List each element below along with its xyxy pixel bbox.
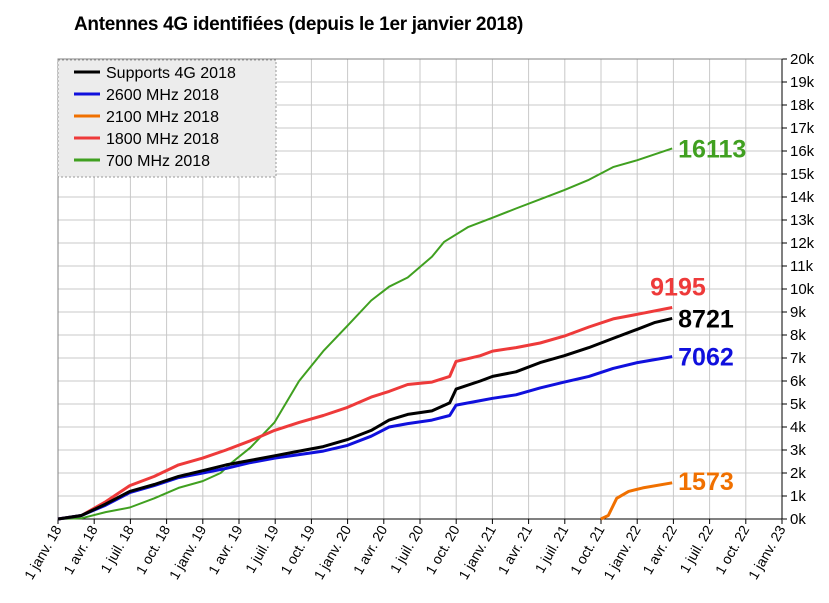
y-tick-label: 6k — [790, 373, 806, 390]
end-label-2: 1573 — [678, 468, 734, 496]
y-tick-label: 17k — [790, 120, 815, 137]
series-line-2 — [600, 481, 673, 521]
y-tick-label: 0k — [790, 511, 806, 528]
series-line-0 — [57, 316, 673, 521]
x-tick-label: 1 oct. 21 — [567, 522, 608, 577]
end-label-4: 16113 — [678, 135, 746, 163]
x-tick-label: 1 avr. 22 — [639, 522, 680, 577]
series-line-3 — [57, 306, 673, 521]
x-tick-label: 1 janv. 18 — [21, 522, 65, 582]
legend-label: Supports 4G 2018 — [106, 65, 236, 82]
end-labels: 16113 9195 7062 8721 1573 — [650, 135, 746, 495]
y-tick-label: 18k — [790, 97, 815, 114]
x-tick-label: 1 juil. 22 — [676, 522, 716, 575]
y-tick-label: 4k — [790, 419, 806, 436]
y-tick-label: 20k — [790, 51, 815, 68]
chart-title: Antennes 4G identifiées (depuis le 1er j… — [74, 14, 524, 35]
x-tick-label: 1 avr. 21 — [494, 522, 535, 577]
series-lines — [57, 147, 673, 521]
y-tick-label: 8k — [790, 327, 806, 344]
legend-label: 2600 MHz 2018 — [106, 87, 219, 104]
y-tick-label: 3k — [790, 442, 806, 459]
y-tick-label: 9k — [790, 304, 806, 321]
x-tick-label: 1 juil. 20 — [387, 522, 427, 575]
x-tick-label: 1 juil. 18 — [97, 522, 137, 575]
y-tick-label: 15k — [790, 166, 815, 183]
end-label-0: 8721 — [678, 305, 734, 333]
x-tick-label: 1 oct. 19 — [277, 522, 318, 577]
end-label-3: 9195 — [650, 274, 706, 302]
y-tick-label: 14k — [790, 189, 815, 206]
x-tick-label: 1 avr. 19 — [205, 522, 246, 577]
legend-label: 2100 MHz 2018 — [106, 109, 219, 126]
y-tick-label: 1k — [790, 488, 806, 505]
legend-label: 1800 MHz 2018 — [106, 131, 219, 148]
x-tick-label: 1 oct. 22 — [712, 522, 753, 577]
y-tick-label: 10k — [790, 281, 815, 298]
x-tick-label: 1 juil. 19 — [242, 522, 282, 575]
legend-box — [57, 59, 277, 178]
end-label-1: 7062 — [678, 344, 734, 372]
x-tick-label: 1 oct. 20 — [422, 522, 463, 577]
series-line-4 — [57, 147, 673, 520]
y-tick-label: 5k — [790, 396, 806, 413]
legend-label: 700 MHz 2018 — [106, 153, 210, 170]
y-tick-label: 11k — [790, 258, 814, 275]
y-tick-label: 12k — [790, 235, 815, 252]
x-tick-label: 1 avr. 18 — [60, 522, 101, 577]
y-tick-label: 2k — [790, 465, 806, 482]
y-tick-label: 19k — [790, 74, 815, 91]
x-tick-label: 1 oct. 18 — [132, 522, 173, 577]
y-tick-label: 7k — [790, 350, 806, 367]
legend: Supports 4G 2018 2600 MHz 2018 2100 MHz 20… — [57, 59, 277, 178]
y-tick-label: 13k — [790, 212, 815, 229]
x-tick-label: 1 avr. 20 — [350, 522, 391, 577]
x-tick-label: 1 juil. 21 — [531, 522, 571, 575]
y-tick-label: 16k — [790, 143, 815, 160]
